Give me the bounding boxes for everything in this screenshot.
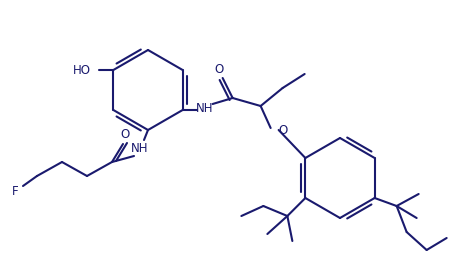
Text: O: O xyxy=(120,129,129,142)
Text: O: O xyxy=(213,62,223,76)
Text: NH: NH xyxy=(131,142,148,155)
Text: NH: NH xyxy=(196,102,213,115)
Text: F: F xyxy=(11,185,18,198)
Text: O: O xyxy=(277,123,286,137)
Text: HO: HO xyxy=(73,63,91,76)
